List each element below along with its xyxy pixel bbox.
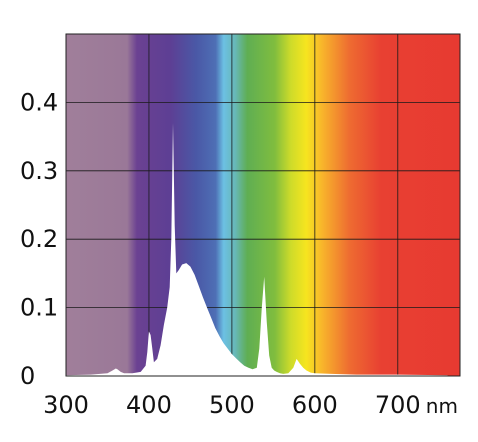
y-tick-label: 0.4: [20, 88, 58, 116]
y-tick-label: 0.1: [20, 294, 58, 322]
y-axis-ticks: 0 0.1 0.2 0.3 0.4: [20, 88, 58, 390]
x-tick-label: 400: [126, 391, 172, 419]
y-tick-label: 0.3: [20, 157, 58, 185]
x-tick-label: 700: [375, 391, 421, 419]
x-tick-label: 300: [43, 391, 89, 419]
y-tick-label: 0.2: [20, 225, 58, 253]
grid-lines: [66, 34, 460, 376]
y-tick-label: 0: [20, 362, 35, 390]
x-tick-label: 600: [292, 391, 338, 419]
x-axis-ticks: 300 400 500 600 700: [43, 391, 421, 419]
plot-border: [65, 33, 461, 377]
x-axis-unit: nm: [426, 394, 458, 418]
x-tick-label: 500: [209, 391, 255, 419]
